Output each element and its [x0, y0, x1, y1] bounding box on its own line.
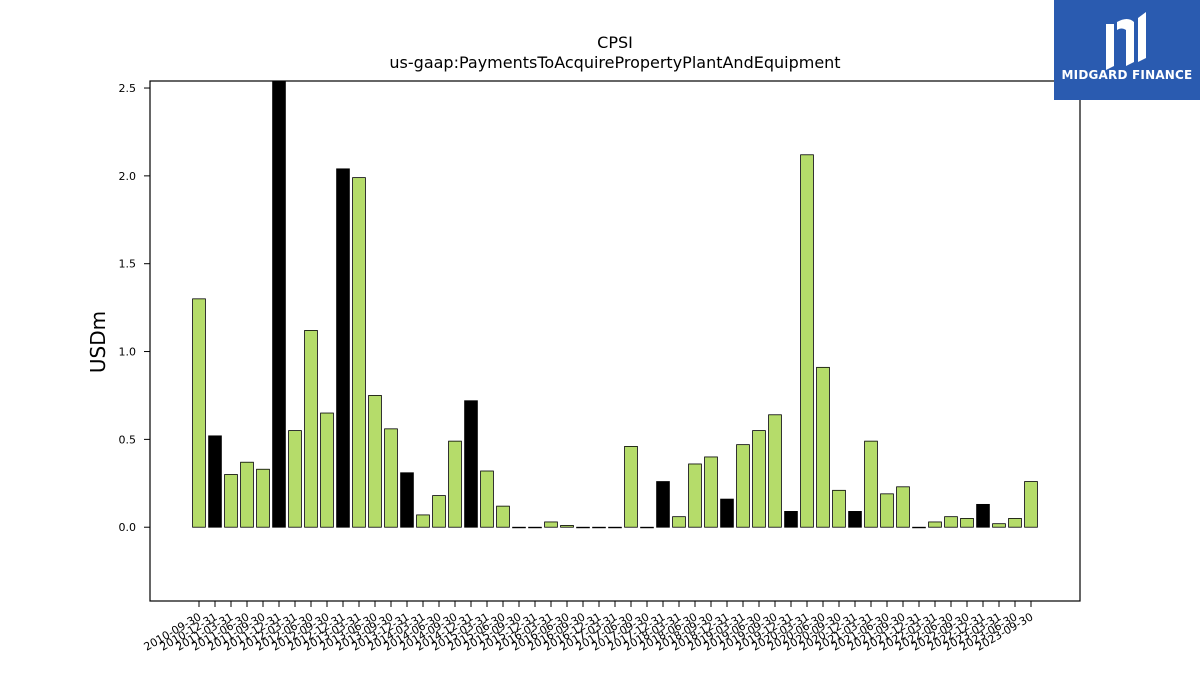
bar [592, 526, 606, 529]
bar [896, 486, 910, 528]
bar [720, 498, 734, 528]
bar [1024, 481, 1038, 528]
bar [816, 366, 830, 528]
bar [272, 80, 286, 528]
bar [400, 472, 414, 528]
logo: MIDGARD FINANCE [1054, 0, 1200, 100]
y-tick-label: 2.5 [119, 82, 137, 95]
y-tick-label: 0.0 [119, 521, 137, 534]
logo-text: MIDGARD FINANCE [1061, 68, 1193, 82]
bar [1008, 518, 1022, 528]
bar [832, 489, 846, 528]
bar [640, 526, 654, 529]
bar [576, 526, 590, 529]
chart-subtitle: us-gaap:PaymentsToAcquirePropertyPlantAn… [389, 53, 840, 72]
bar [736, 444, 750, 528]
bar [320, 412, 334, 528]
bar [864, 440, 878, 528]
bar [544, 521, 558, 528]
y-tick-label: 1.5 [119, 258, 137, 271]
bar [528, 526, 542, 529]
bar [224, 474, 238, 528]
bar [656, 481, 670, 528]
bar [416, 514, 430, 528]
plot-frame [149, 80, 1081, 602]
y-tick-label: 1.0 [119, 346, 137, 359]
bar [432, 495, 446, 528]
bar [240, 461, 254, 528]
bar [304, 330, 318, 528]
bar [352, 177, 366, 528]
bar [192, 298, 206, 528]
bar [928, 521, 942, 528]
bar [960, 518, 974, 528]
bar [208, 435, 222, 528]
y-axis-label: USDm [86, 311, 110, 373]
bar [944, 516, 958, 528]
bars-group [192, 80, 1038, 529]
bar [448, 440, 462, 528]
bar [512, 526, 526, 529]
bar [976, 503, 990, 528]
bar [912, 526, 926, 529]
bar [288, 430, 302, 528]
bar [368, 395, 382, 528]
bar [336, 168, 350, 528]
bar [464, 400, 478, 528]
bar [672, 516, 686, 528]
bar [704, 456, 718, 528]
chart-title: CPSI [597, 33, 633, 52]
x-axis: 2010-09-302010-12-312011-03-312011-06-30… [142, 601, 1036, 654]
bar [880, 493, 894, 528]
bar [688, 463, 702, 528]
bar [256, 468, 270, 528]
y-axis: 0.0 0.5 1.0 1.5 2.0 2.5 [119, 82, 150, 534]
bar [992, 523, 1006, 528]
bar [768, 414, 782, 528]
bar [496, 505, 510, 528]
bar [784, 511, 798, 528]
bar [848, 511, 862, 528]
bar [800, 154, 814, 528]
bar [560, 525, 574, 528]
bar [480, 470, 494, 528]
bar [752, 430, 766, 528]
y-tick-label: 2.0 [119, 170, 137, 183]
y-tick-label: 0.5 [119, 433, 137, 446]
bar [384, 428, 398, 528]
bar [608, 526, 622, 529]
bar [624, 446, 638, 528]
midgard-logo-icon [1106, 12, 1146, 70]
